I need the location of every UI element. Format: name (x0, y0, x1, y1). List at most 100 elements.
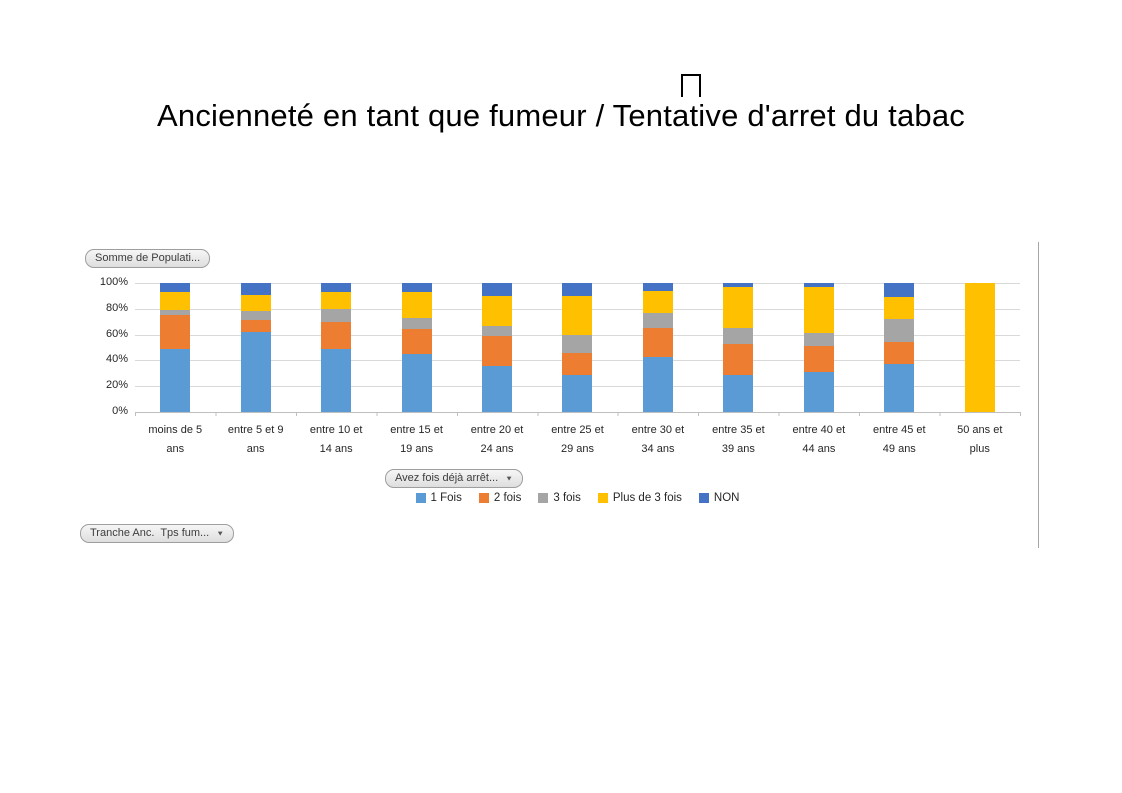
axis-field-label: Tranche Anc. Tps fum... (90, 527, 210, 539)
value-field-button[interactable]: Somme de Populati... (85, 249, 211, 268)
stacked-bar[interactable] (240, 283, 271, 412)
y-axis-tick-label: 60% (105, 327, 128, 340)
bar-segment[interactable] (401, 292, 432, 318)
bar-segment[interactable] (964, 283, 995, 412)
legend-field-button[interactable]: Avez fois déjà arrêt... ▼ (385, 469, 524, 488)
legend-item[interactable]: 1 Fois (415, 492, 462, 504)
bar-segment[interactable] (160, 315, 191, 349)
x-axis-labels: moins de 5 ans entre 5 et 9 ans entre 10 et 1… (135, 421, 1020, 459)
stacked-bar[interactable] (642, 283, 673, 412)
bar-segment[interactable] (401, 353, 432, 412)
bar-segment[interactable] (562, 352, 593, 375)
bar-segment[interactable] (803, 333, 834, 347)
pivot-chart: Somme de Populati... 100% 80% 60% 40% 20% 0% … (80, 240, 1040, 552)
bar-segment[interactable] (884, 283, 915, 298)
bar-slot (940, 283, 1020, 412)
bar-segment[interactable] (240, 311, 271, 321)
bar-segment[interactable] (723, 328, 754, 344)
bar-segment[interactable] (401, 329, 432, 354)
legend-label: 1 Fois (430, 492, 462, 504)
x-axis-category-label: entre 15 et 19 ans (376, 421, 456, 459)
bar-segment[interactable] (723, 374, 754, 412)
bar-segment[interactable] (321, 308, 352, 322)
bar-segment[interactable] (401, 317, 432, 330)
x-axis-tick-marks (135, 412, 1021, 416)
bar-segment[interactable] (321, 348, 352, 412)
stacked-bar[interactable] (160, 283, 191, 412)
bar-segment[interactable] (160, 348, 191, 412)
bar-segment[interactable] (642, 312, 673, 329)
legend-item[interactable]: 2 fois (478, 492, 522, 504)
bar-segment[interactable] (884, 364, 915, 412)
bar-segment[interactable] (160, 310, 191, 316)
bar-segment[interactable] (803, 371, 834, 412)
bar-segment[interactable] (642, 283, 673, 291)
bar-segment[interactable] (482, 325, 513, 336)
bar-segment[interactable] (482, 335, 513, 366)
bar-segment[interactable] (884, 297, 915, 320)
bar-segment[interactable] (562, 283, 593, 296)
bar-segment[interactable] (240, 283, 271, 295)
bar-segment[interactable] (642, 290, 673, 313)
bar-segment[interactable] (482, 295, 513, 326)
bar-slot (135, 283, 215, 412)
legend-label: 2 fois (493, 492, 522, 504)
bar-segment[interactable] (642, 356, 673, 412)
legend-item[interactable]: 3 fois (538, 492, 581, 504)
legend-item[interactable]: Plus de 3 fois (597, 492, 682, 504)
legend-item[interactable]: NON (698, 492, 739, 504)
y-axis-tick-label: 0% (112, 405, 128, 417)
stacked-bar[interactable] (803, 283, 834, 412)
bar-segment[interactable] (562, 295, 593, 335)
bar-segment[interactable] (723, 283, 754, 287)
x-axis-category-label: entre 40 et 44 ans (779, 421, 859, 459)
bar-segment[interactable] (562, 374, 593, 412)
bar-segment[interactable] (160, 292, 191, 311)
bar-slot (296, 283, 376, 412)
y-axis-tick-label: 100% (99, 276, 128, 288)
bar-segment[interactable] (562, 334, 593, 353)
stacked-bar[interactable] (562, 283, 593, 412)
chevron-down-icon: ▼ (505, 474, 514, 483)
bar-segment[interactable] (160, 283, 191, 293)
stacked-bar[interactable] (964, 283, 995, 412)
chevron-down-icon: ▼ (216, 529, 225, 538)
legend-swatch (478, 493, 489, 503)
bar-segment[interactable] (803, 346, 834, 372)
bar-slot (376, 283, 456, 412)
bar-slot (215, 283, 295, 412)
bar-segment[interactable] (884, 342, 915, 365)
bar-segment[interactable] (482, 283, 513, 296)
stacked-bar[interactable] (401, 283, 432, 412)
bar-segment[interactable] (401, 283, 432, 293)
stacked-bar[interactable] (321, 283, 352, 412)
bar-segment[interactable] (321, 292, 352, 309)
stacked-bar[interactable] (884, 283, 915, 412)
x-axis-category-label: entre 10 et 14 ans (296, 421, 376, 459)
bar-segment[interactable] (321, 283, 352, 293)
bar-segment[interactable] (240, 320, 271, 332)
bar-segment[interactable] (803, 283, 834, 287)
value-field-label: Somme de Populati... (95, 252, 201, 264)
x-axis-category-label: entre 5 et 9 ans (215, 421, 295, 459)
bar-segment[interactable] (642, 328, 673, 357)
axis-field-button[interactable]: Tranche Anc. Tps fum... ▼ (80, 524, 235, 543)
bar-segment[interactable] (321, 321, 352, 349)
bar-slot (537, 283, 617, 412)
missing-character-box-icon (681, 74, 701, 97)
bar-segment[interactable] (240, 332, 271, 412)
plot-area (135, 283, 1020, 413)
bar-segment[interactable] (723, 343, 754, 375)
bar-segment[interactable] (723, 286, 754, 329)
bar-segment[interactable] (803, 286, 834, 334)
chart-right-border (1038, 242, 1039, 548)
x-axis-category-label-line: entre 35 et (712, 424, 765, 436)
y-axis-tick-label: 20% (105, 379, 128, 392)
stacked-bar[interactable] (482, 283, 513, 412)
x-axis-category-label-line: entre 30 et (631, 424, 685, 436)
stacked-bar[interactable] (723, 283, 754, 412)
bar-segment[interactable] (884, 319, 915, 343)
bar-segment[interactable] (240, 294, 271, 312)
bar-slot (859, 283, 939, 412)
bar-segment[interactable] (482, 365, 513, 412)
